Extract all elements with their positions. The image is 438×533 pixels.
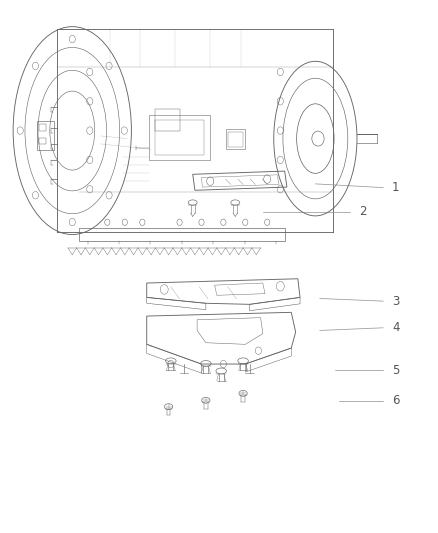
Text: 2: 2 [359, 205, 367, 218]
Text: 3: 3 [392, 295, 399, 308]
Text: 4: 4 [392, 321, 399, 334]
Text: 5: 5 [392, 364, 399, 377]
Text: 6: 6 [392, 394, 399, 407]
Text: 1: 1 [392, 181, 399, 194]
